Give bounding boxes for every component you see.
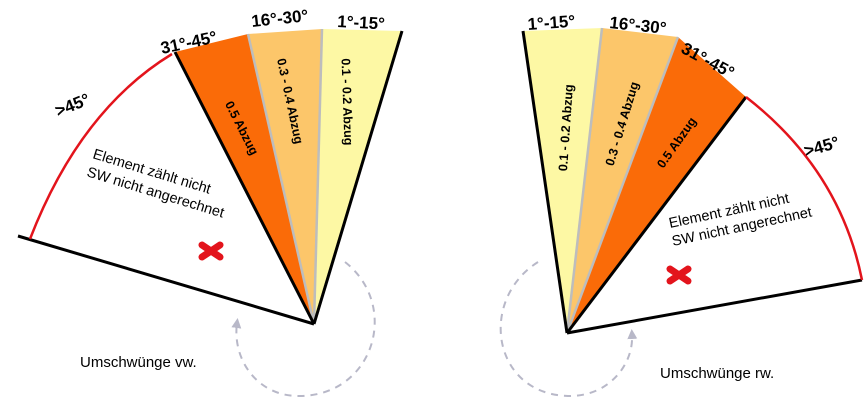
right-rotation-arrow-icon bbox=[499, 261, 638, 398]
left-sector-16-30 bbox=[248, 29, 322, 324]
right-baseline bbox=[566, 278, 863, 335]
right-separator-15 bbox=[565, 27, 604, 334]
left-label-1-15: 1°-15° bbox=[337, 12, 386, 33]
left-caption: Umschwünge vw. bbox=[80, 354, 197, 371]
left-label-16-30: 16°-30° bbox=[250, 6, 309, 31]
left-separator-15 bbox=[312, 28, 324, 325]
left-red-cross-icon bbox=[198, 241, 224, 261]
right-red-cross-icon bbox=[666, 265, 692, 285]
left-diagram: 31°-45° 16°-30° 1°-15° >45° 0.5 Abzug 0.… bbox=[17, 6, 404, 398]
right-edge-45 bbox=[565, 96, 748, 334]
right-boundary-arc bbox=[745, 96, 864, 281]
left-separator-30 bbox=[246, 33, 316, 325]
right-deduction-1-15: 0.1 - 0.2 Abzug bbox=[556, 84, 576, 172]
right-diagram: 1°-15° 16°-30° 31°-45° >45° 0.1 - 0.2 Ab… bbox=[499, 12, 864, 398]
right-separator-30 bbox=[565, 36, 680, 334]
right-label-over-45: >45° bbox=[802, 133, 842, 161]
left-boundary-arc bbox=[28, 52, 173, 240]
left-deduction-1-15: 0.1 - 0.2 Abzug bbox=[338, 58, 355, 145]
left-baseline bbox=[17, 234, 315, 326]
left-label-over-45: >45° bbox=[52, 90, 92, 121]
right-sector-31-45 bbox=[567, 37, 746, 333]
left-edge-0 bbox=[312, 30, 404, 325]
right-caption: Umschwünge rw. bbox=[660, 365, 774, 382]
left-edge-45 bbox=[173, 51, 316, 325]
left-sector-31-45 bbox=[175, 34, 314, 324]
right-label-1-15: 1°-15° bbox=[527, 12, 576, 34]
left-rotation-arrow-icon bbox=[231, 261, 376, 398]
right-edge-0 bbox=[521, 30, 569, 334]
right-sector-1-15 bbox=[523, 28, 602, 333]
